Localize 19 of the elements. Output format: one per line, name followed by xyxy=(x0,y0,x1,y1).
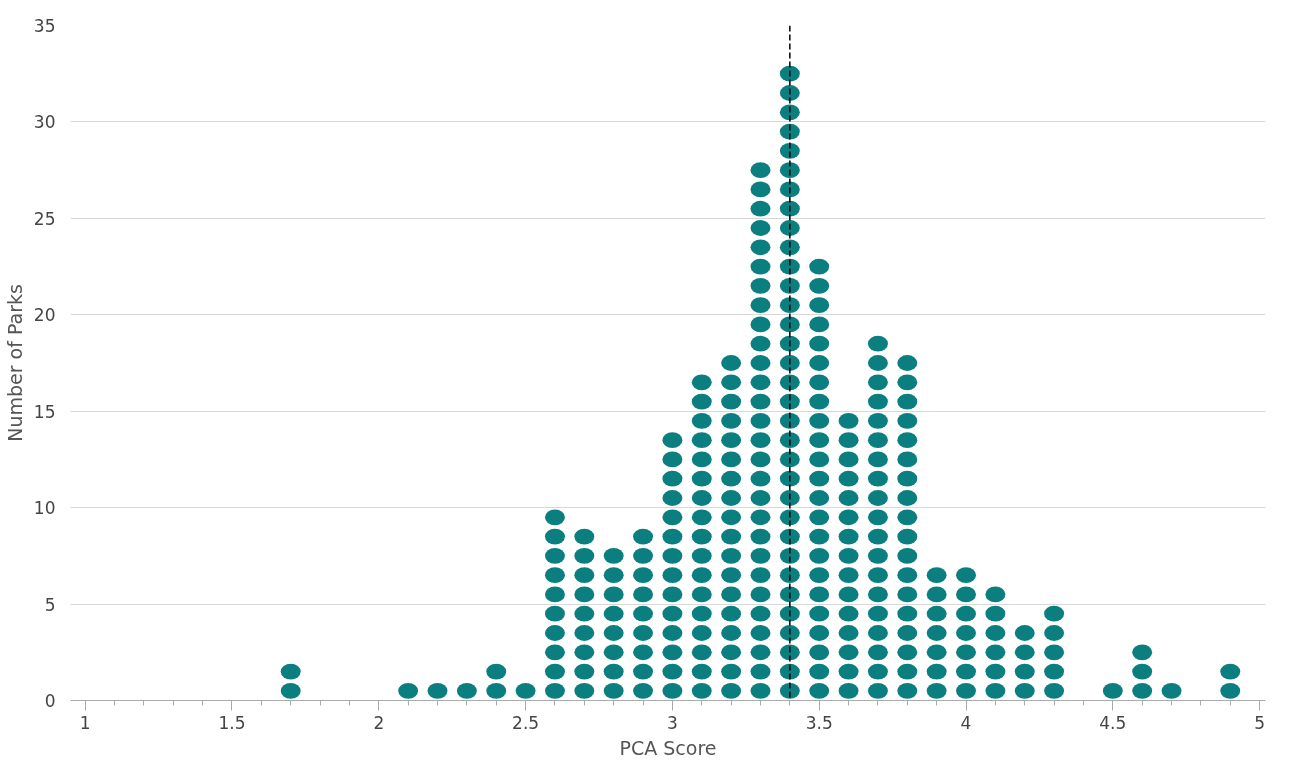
x-tick-label: 3.5 xyxy=(805,712,833,733)
x-tick-label: 1.5 xyxy=(218,712,246,733)
y-tick-label: 5 xyxy=(44,594,56,615)
y-tick-label: 25 xyxy=(33,208,56,229)
y-tick-label: 20 xyxy=(33,305,56,326)
y-tick-label: 30 xyxy=(33,112,56,133)
y-tick-label: 0 xyxy=(44,691,56,711)
x-tick-label: 4 xyxy=(960,712,972,733)
x-axis-title: PCA Score xyxy=(619,736,717,759)
x-tick-label: 1 xyxy=(79,712,91,733)
x-tick-label: 3 xyxy=(667,712,678,733)
y-tick-label: 15 xyxy=(33,401,56,422)
y-tick-label: 35 xyxy=(33,16,56,36)
y-axis-title: Number of Parks xyxy=(3,284,26,442)
x-tick-label: 2.5 xyxy=(512,712,540,733)
y-tick-label: 10 xyxy=(33,498,56,519)
x-tick-label: 2 xyxy=(373,712,385,733)
x-tick-label: 5 xyxy=(1254,712,1266,733)
x-tick-label: 4.5 xyxy=(1099,712,1127,733)
